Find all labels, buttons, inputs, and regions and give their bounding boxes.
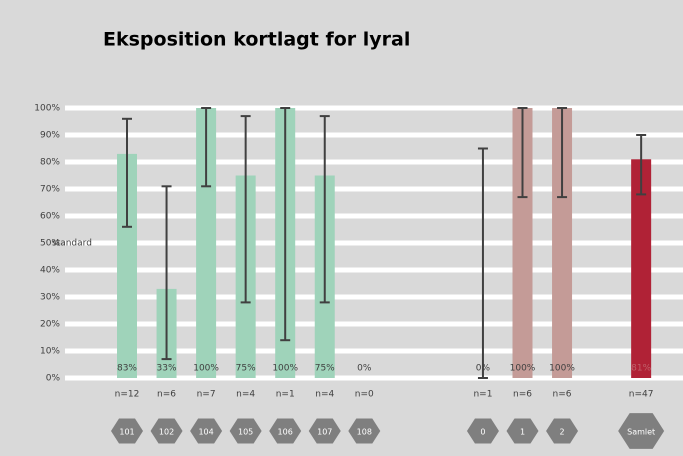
value-label: 100%	[549, 364, 575, 374]
y-tick-label: 40%	[40, 266, 60, 276]
category-hexagon	[546, 418, 579, 444]
bar	[512, 108, 533, 378]
n-label: n=1	[473, 390, 492, 400]
bar	[552, 108, 573, 378]
x-tick-label: 104	[198, 428, 213, 437]
n-label: n=12	[115, 390, 140, 400]
value-label: 81%	[631, 364, 651, 374]
value-label: 75%	[315, 364, 335, 374]
x-tick-label: 107	[317, 428, 332, 437]
category-hexagon	[618, 413, 665, 449]
bar	[631, 159, 652, 378]
value-label: 0%	[476, 364, 491, 374]
category-hexagon	[269, 418, 302, 444]
n-label: n=47	[629, 390, 654, 400]
category-hexagon	[150, 418, 183, 444]
category-hexagon	[190, 418, 223, 444]
x-tick-label: 0	[480, 428, 485, 437]
n-label: n=6	[157, 390, 176, 400]
bar	[117, 153, 137, 378]
y-tick-label: 70%	[40, 185, 60, 195]
n-label: n=0	[355, 390, 374, 400]
bar	[196, 108, 217, 378]
y-tick-label: 30%	[40, 293, 60, 303]
category-hexagon	[229, 418, 262, 444]
value-label: 33%	[157, 364, 177, 374]
category-hexagon	[466, 418, 499, 444]
n-label: n=6	[553, 390, 572, 400]
value-label: 0%	[357, 364, 372, 374]
n-label: n=6	[513, 390, 532, 400]
category-hexagon	[506, 418, 539, 444]
n-label: n=4	[315, 390, 334, 400]
x-tick-label: 102	[159, 428, 174, 437]
n-label: n=4	[236, 390, 255, 400]
value-label: 75%	[236, 364, 256, 374]
y-tick-label: 10%	[40, 347, 60, 357]
annotation: standard	[52, 239, 92, 249]
category-hexagon	[111, 418, 143, 444]
x-tick-label: 108	[357, 428, 372, 437]
value-label: 83%	[117, 364, 137, 374]
y-tick-label: 60%	[40, 212, 60, 222]
y-tick-label: 0%	[46, 374, 61, 384]
n-label: n=1	[276, 390, 295, 400]
x-tick-label: 101	[119, 428, 134, 437]
y-tick-label: 20%	[40, 320, 60, 330]
y-tick-label: 80%	[40, 158, 60, 168]
value-label: 100%	[510, 364, 536, 374]
category-hexagon	[308, 418, 341, 444]
x-tick-label: 1	[520, 428, 525, 437]
value-label: 100%	[193, 364, 219, 374]
x-tick-label: 105	[238, 428, 253, 437]
y-tick-label: 100%	[34, 104, 60, 114]
chart-title: Eksposition kortlagt for lyral	[103, 29, 410, 51]
value-label: 100%	[272, 364, 298, 374]
x-tick-label: Samlet	[627, 428, 655, 437]
y-tick-label: 90%	[40, 131, 60, 141]
n-label: n=7	[197, 390, 216, 400]
x-tick-label: 2	[560, 428, 565, 437]
x-tick-label: 106	[278, 428, 293, 437]
category-hexagon	[348, 418, 381, 444]
y-tick-label: 50%	[40, 239, 60, 249]
